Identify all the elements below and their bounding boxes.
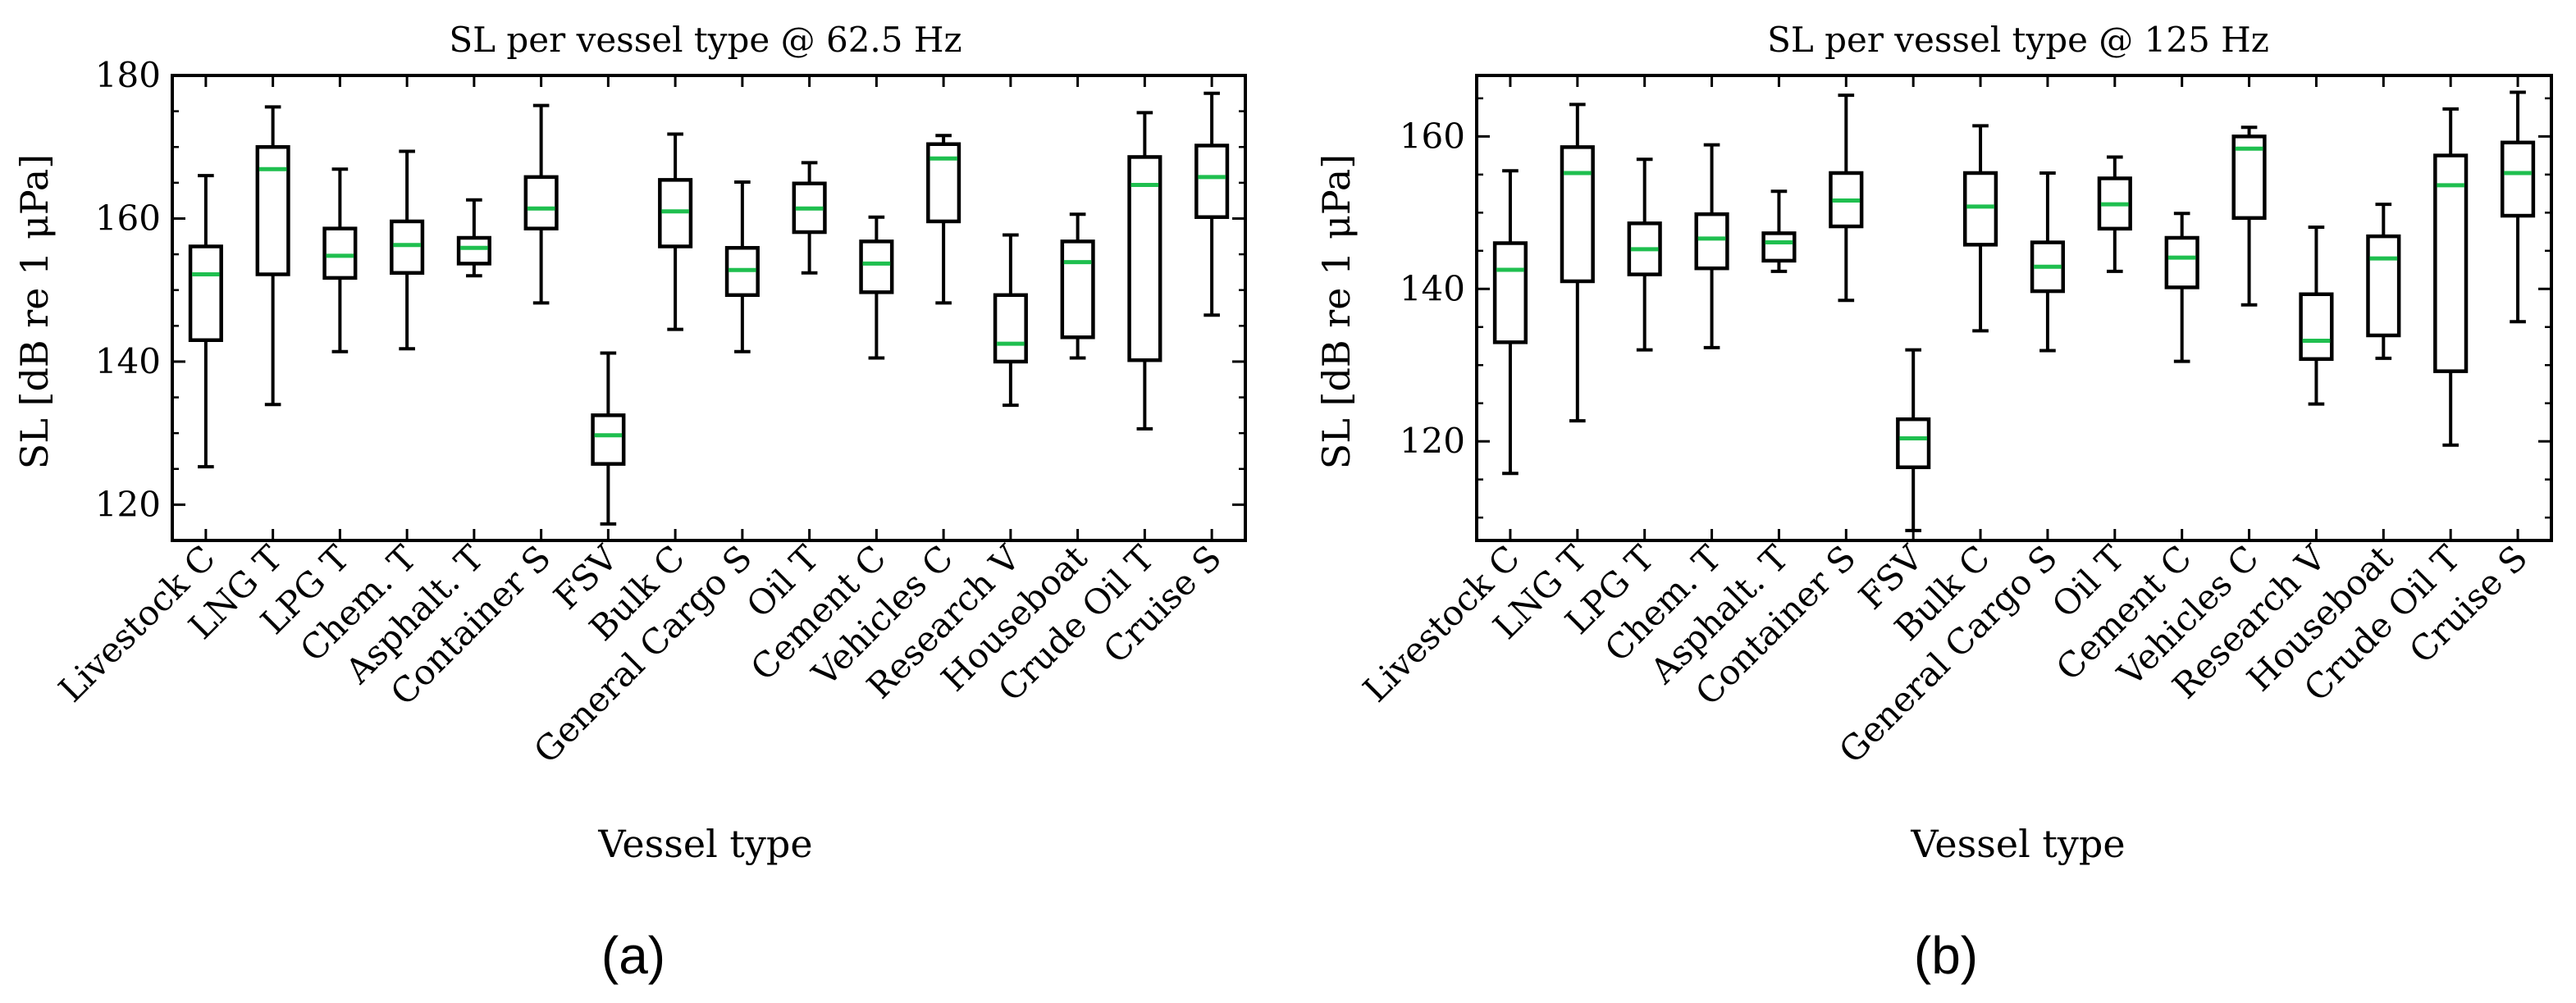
panel-a-box xyxy=(456,235,491,266)
panel-b-box xyxy=(2366,234,2401,338)
panel-b: SL per vessel type @ 125 Hz SL [dB re 1 … xyxy=(1314,20,2553,985)
panel-b-y-tick-label: 140 xyxy=(1400,268,1465,308)
panel-a-box xyxy=(792,181,827,235)
panel-b-y-axis-label: SL [dB re 1 μPa] xyxy=(1314,154,1359,469)
panel-b-box xyxy=(1962,171,1998,247)
panel-a-box xyxy=(390,219,425,276)
panel-b-box xyxy=(1896,417,1931,470)
panel-a-box xyxy=(591,413,626,466)
panel-b-box xyxy=(1694,212,1729,271)
panel-b-box xyxy=(1761,231,1797,263)
panel-a-label: (a) xyxy=(601,926,665,985)
panel-a-box xyxy=(1060,239,1095,340)
panel-a-box xyxy=(926,142,961,224)
panel-b-box xyxy=(2164,235,2199,290)
panel-a-y-tick-label: 160 xyxy=(95,198,161,238)
panel-b-box xyxy=(1627,221,1662,276)
panel-b-x-axis-label: Vessel type xyxy=(1910,822,2125,866)
panel-b-box xyxy=(1560,145,1595,284)
panel-b-box xyxy=(1492,241,1528,344)
panel-a-box xyxy=(188,244,223,343)
panel-a-box xyxy=(322,226,358,280)
panel-b-box xyxy=(2299,292,2334,362)
panel-b-box xyxy=(2433,153,2469,373)
panel-a-plot-frame xyxy=(171,74,1247,542)
panel-a-box xyxy=(523,175,559,230)
panel-b-y-tick-label: 120 xyxy=(1400,421,1465,461)
panel-b-box xyxy=(2231,134,2267,221)
panel-a-box xyxy=(255,144,290,276)
panel-a-box xyxy=(1127,155,1162,362)
panel-a-y-tick-label: 180 xyxy=(95,55,161,95)
panel-b-plot-frame xyxy=(1475,74,2553,542)
panel-a-y-tick-label: 120 xyxy=(95,484,161,524)
panel-b-box xyxy=(2097,176,2132,231)
panel-b-y-tick-label: 160 xyxy=(1400,116,1465,156)
panel-a-box xyxy=(658,178,693,248)
panel-a-x-axis-label: Vessel type xyxy=(597,822,812,866)
panel-a-box xyxy=(859,239,894,294)
panel-a-box xyxy=(1194,144,1230,219)
panel-a-box xyxy=(724,245,760,298)
panel-a-title: SL per vessel type @ 62.5 Hz xyxy=(449,20,961,60)
panel-b-box xyxy=(2500,140,2536,218)
panel-a-y-tick-label: 140 xyxy=(95,341,161,381)
panel-a: SL per vessel type @ 62.5 Hz SL [dB re 1… xyxy=(12,20,1247,985)
panel-b-title: SL per vessel type @ 125 Hz xyxy=(1767,20,2269,60)
panel-b-label: (b) xyxy=(1914,926,1978,985)
panel-b-box xyxy=(1829,171,1864,229)
panel-a-box xyxy=(993,293,1028,364)
panel-b-box xyxy=(2030,240,2066,294)
panel-a-y-axis-label: SL [dB re 1 μPa] xyxy=(12,154,57,469)
